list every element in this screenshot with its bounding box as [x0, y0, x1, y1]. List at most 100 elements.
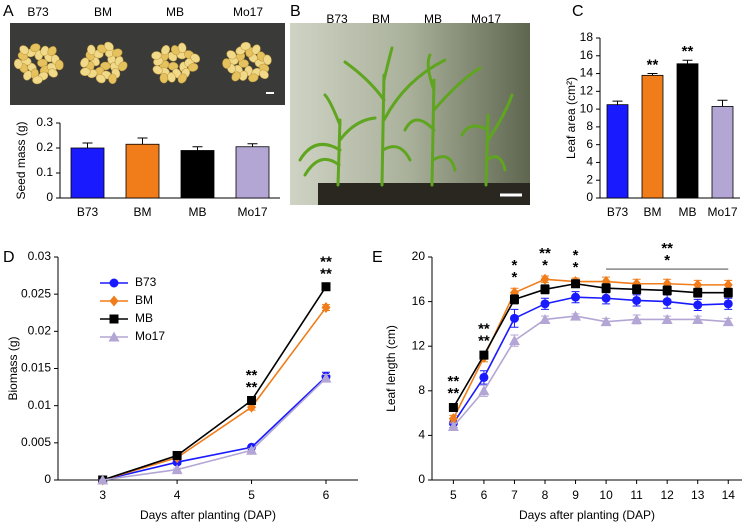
legend-label: MB [135, 311, 153, 325]
photo-label: MB [166, 5, 184, 19]
error-bar [247, 143, 258, 147]
marker [723, 279, 733, 291]
seed [48, 68, 58, 78]
marker [247, 395, 257, 405]
seed [87, 44, 96, 56]
significance: * [664, 252, 670, 269]
significance: * [512, 257, 518, 274]
legend-marker [109, 278, 119, 288]
marker [246, 444, 258, 455]
marker [662, 297, 672, 307]
seed [108, 73, 117, 85]
seed [177, 42, 187, 54]
seed [80, 57, 90, 68]
significance: ** [539, 245, 551, 262]
seed [32, 75, 43, 85]
y-tick-label: 0.015 [21, 361, 51, 375]
y-tick-label: 0.02 [28, 324, 52, 338]
error-bar [137, 137, 148, 145]
x-tick-label: 12 [660, 488, 674, 502]
marker [171, 464, 183, 475]
marker [601, 283, 611, 293]
seed [238, 59, 249, 68]
marker [447, 420, 459, 431]
significance: ** [682, 43, 694, 60]
seed [263, 54, 272, 66]
marker [693, 300, 703, 310]
photo-label: MB [424, 12, 442, 26]
significance: ** [647, 57, 659, 74]
panel-label: D [3, 249, 15, 266]
y-tick-label: 0.3 [36, 115, 53, 129]
marker [448, 403, 458, 413]
photo-label: B73 [27, 5, 49, 19]
y-axis-label: Leaf area (cm²) [564, 77, 578, 159]
seed [118, 61, 128, 72]
significance: * [512, 269, 518, 286]
marker [600, 316, 612, 327]
bar [180, 150, 215, 199]
marker [321, 282, 331, 292]
significance: ** [448, 373, 460, 390]
significance: * [573, 247, 579, 264]
x-tick-label: 14 [722, 488, 736, 502]
bar [606, 104, 629, 199]
panel-label: E [372, 249, 383, 266]
bar [711, 106, 734, 199]
photo-label: Mo17 [471, 12, 501, 26]
y-tick-label: 0.01 [28, 398, 52, 412]
y-tick-label: 16 [412, 294, 426, 308]
x-tick-label: 6 [481, 488, 488, 502]
significance: ** [448, 385, 460, 402]
marker [601, 293, 611, 303]
y-axis-label: Biomass (g) [6, 336, 20, 400]
legend-label: Mo17 [135, 329, 165, 343]
y-tick-label: 0 [418, 472, 425, 486]
x-tick-label: B73 [77, 205, 99, 219]
legend-label: BM [135, 293, 153, 307]
x-tick-label: B73 [607, 205, 629, 219]
seed [251, 44, 261, 55]
y-tick-label: 4 [418, 428, 425, 442]
marker [479, 350, 489, 360]
panel-label: C [572, 3, 584, 20]
y-tick-label: 0 [586, 190, 593, 204]
marker [320, 372, 332, 383]
marker [172, 450, 182, 460]
marker [571, 279, 581, 289]
seed [104, 41, 114, 52]
x-tick-label: 9 [572, 488, 579, 502]
seed [231, 71, 241, 82]
seed [159, 72, 169, 84]
seed [55, 59, 64, 71]
seed [13, 58, 23, 70]
y-tick-label: 0.025 [21, 286, 51, 300]
y-tick-label: 2 [586, 172, 593, 186]
marker [631, 313, 643, 324]
marker [509, 313, 519, 323]
seed [248, 73, 259, 83]
line [452, 296, 729, 424]
seed [177, 73, 187, 84]
y-tick-label: 0 [46, 190, 53, 204]
x-axis-label: Days after planting (DAP) [140, 508, 276, 522]
y-tick-label: 0.005 [21, 435, 51, 449]
x-tick-label: MB [679, 205, 697, 219]
y-tick-label: 4 [586, 155, 593, 169]
marker [478, 385, 490, 396]
marker [540, 273, 550, 285]
y-tick-label: 8 [586, 119, 593, 133]
line [452, 278, 729, 420]
error-bar [612, 100, 623, 105]
plant [298, 93, 377, 187]
seed [95, 74, 106, 84]
marker [539, 313, 551, 324]
seed [112, 48, 123, 58]
x-tick-label: BM [134, 205, 152, 219]
photo-label: BM [372, 12, 390, 26]
marker [540, 284, 550, 294]
marker [693, 288, 703, 298]
seed [151, 51, 162, 60]
line [102, 307, 327, 481]
